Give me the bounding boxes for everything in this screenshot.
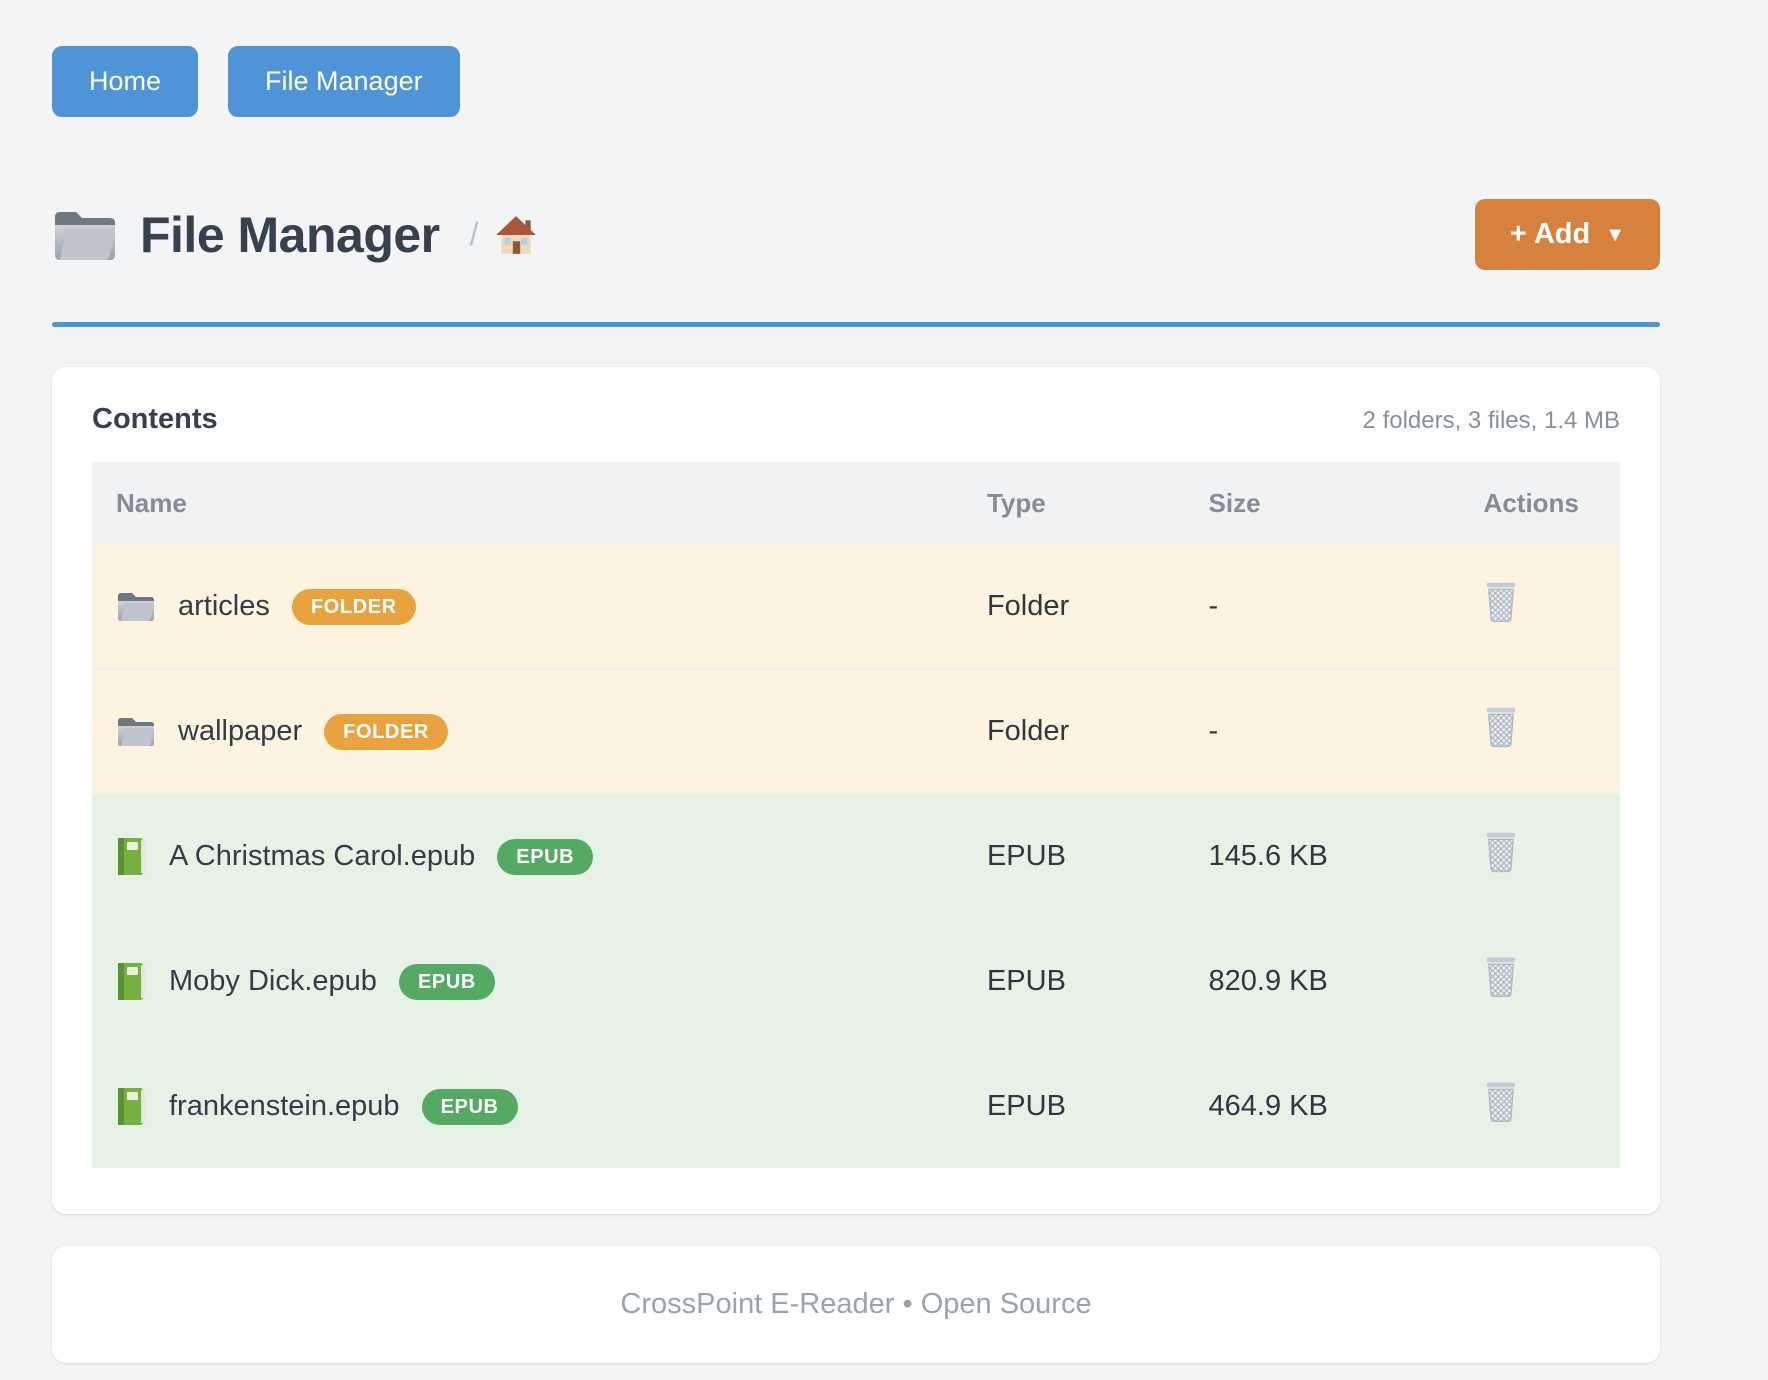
chevron-down-icon: ▼ [1605,223,1625,246]
file-size: 464.9 KB [1208,1090,1328,1122]
file-size: - [1208,715,1219,747]
contents-card: Contents 2 folders, 3 files, 1.4 MB Name… [52,367,1660,1214]
file-size: - [1208,590,1219,622]
add-button-label: + Add [1509,218,1591,250]
contents-card-header: Contents 2 folders, 3 files, 1.4 MB [92,403,1620,436]
folder-icon [118,717,154,746]
table-row: frankenstein.epub EPUB EPUB 464.9 KB [92,1044,1620,1168]
column-header-size: Size [1184,462,1460,545]
trash-icon [1486,707,1515,748]
file-name[interactable]: A Christmas Carol.epub [169,840,476,872]
trash-icon [1486,582,1515,623]
column-header-actions: Actions [1459,462,1620,545]
folder-icon [118,592,154,621]
table-row: articles FOLDER Folder - [92,545,1620,669]
file-name[interactable]: Moby Dick.epub [169,965,377,997]
page-header: File Manager / + Add ▼ [52,199,1660,270]
trash-icon [1486,832,1515,873]
file-type: Folder [986,715,1070,747]
green-book-icon [118,963,145,1000]
table-header-row: Name Type Size Actions [92,462,1620,545]
epub-badge: EPUB [421,1088,518,1125]
delete-button[interactable] [1484,956,1518,999]
delete-button[interactable] [1484,831,1518,874]
top-nav: Home File Manager [52,46,1660,117]
file-table: Name Type Size Actions articles [92,462,1620,1168]
trash-icon [1486,1082,1515,1123]
file-name[interactable]: wallpaper [178,715,303,747]
title-wrap: File Manager / [52,206,537,264]
home-nav-button[interactable]: Home [52,46,199,117]
folder-icon [55,211,115,260]
delete-button[interactable] [1484,706,1518,749]
table-row: A Christmas Carol.epub EPUB EPUB 145.6 K… [92,794,1620,919]
footer-text: CrossPoint E-Reader • Open Source [620,1288,1092,1320]
page-title: File Manager [140,206,440,263]
file-name[interactable]: frankenstein.epub [169,1090,400,1122]
file-name[interactable]: articles [178,590,270,622]
folder-badge: FOLDER [291,588,416,625]
delete-button[interactable] [1484,581,1518,624]
file-type: EPUB [986,1090,1066,1122]
file-type: Folder [986,590,1070,622]
file-size: 145.6 KB [1208,840,1328,872]
header-divider [52,322,1660,327]
file-type: EPUB [986,965,1066,997]
breadcrumb-separator: / [469,216,479,252]
contents-summary: 2 folders, 3 files, 1.4 MB [1362,407,1620,434]
green-book-icon [118,838,145,875]
column-header-name: Name [92,462,963,545]
epub-badge: EPUB [398,963,495,1000]
file-size: 820.9 KB [1208,965,1328,997]
contents-heading: Contents [92,403,218,435]
table-row: Moby Dick.epub EPUB EPUB 820.9 KB [92,919,1620,1044]
trash-icon [1486,957,1515,998]
folder-badge: FOLDER [324,713,448,750]
epub-badge: EPUB [497,838,594,875]
file-manager-nav-button[interactable]: File Manager [228,46,460,117]
column-header-type: Type [962,462,1185,545]
file-type: EPUB [986,840,1066,872]
delete-button[interactable] [1484,1081,1518,1124]
footer-card: CrossPoint E-Reader • Open Source [52,1246,1660,1363]
breadcrumb: / [470,215,537,255]
page: Home File Manager File Manager / [52,46,1660,1363]
table-row: wallpaper FOLDER Folder - [92,669,1620,794]
house-icon[interactable] [495,215,537,255]
add-button[interactable]: + Add ▼ [1474,199,1660,270]
green-book-icon [118,1088,145,1125]
